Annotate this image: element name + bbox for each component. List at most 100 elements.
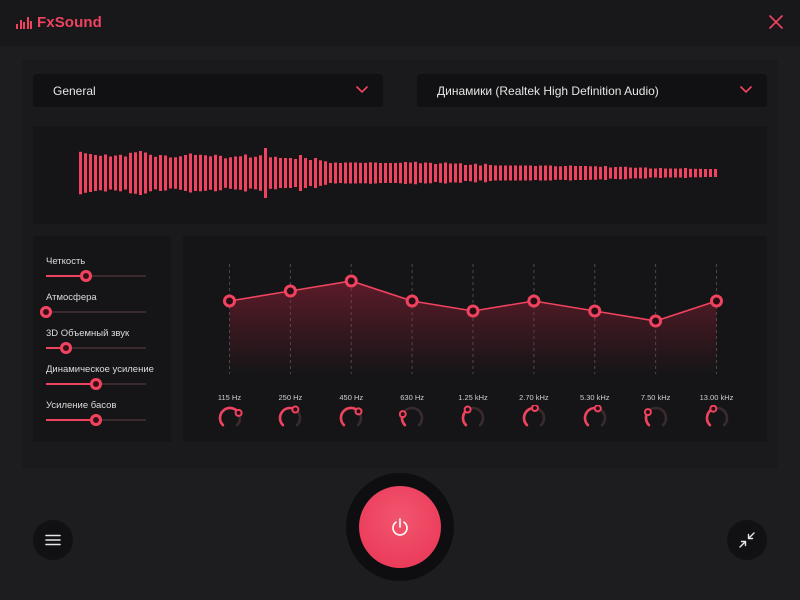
power-button[interactable] <box>359 486 441 568</box>
eq-band-handle[interactable] <box>527 294 541 308</box>
visualizer-bar <box>374 162 377 184</box>
eq-band-knob[interactable] <box>217 405 243 431</box>
visualizer-bar <box>419 163 422 183</box>
visualizer-bar <box>209 156 212 190</box>
close-icon <box>769 15 783 29</box>
ambience-slider[interactable] <box>40 306 146 318</box>
visualizer-bar <box>569 165 572 181</box>
eq-band-knob[interactable] <box>277 405 303 431</box>
bass-boost-slider[interactable] <box>46 414 146 426</box>
eq-band-knob[interactable] <box>704 404 730 431</box>
visualizer-bar <box>674 168 677 178</box>
visualizer-bar <box>514 165 517 181</box>
chevron-down-icon <box>356 86 368 93</box>
clarity-slider[interactable] <box>46 270 146 282</box>
visualizer-bar <box>534 166 537 180</box>
effect-bass-boost: Усиление басов <box>46 400 146 426</box>
visualizer-bar <box>104 154 107 192</box>
visualizer-bar <box>644 167 647 179</box>
slider-thumb[interactable] <box>60 342 72 354</box>
logo-bars-icon <box>16 16 32 29</box>
visualizer-bar <box>389 163 392 183</box>
eq-frequency-label: 450 Hz <box>339 393 364 402</box>
eq-band-handle[interactable] <box>710 294 723 308</box>
visualizer-bar <box>394 163 397 183</box>
visualizer-bar <box>669 168 672 178</box>
visualizer-bar <box>99 155 102 191</box>
visualizer-bar <box>549 165 552 181</box>
menu-button[interactable] <box>33 520 73 560</box>
collapse-arrows-icon <box>739 532 755 548</box>
visualizer-bar <box>334 162 337 184</box>
eq-band-handle[interactable] <box>649 314 663 328</box>
eq-frequency-label: 2.70 kHz <box>519 393 549 402</box>
visualizer-bar <box>149 154 152 192</box>
output-device-dropdown[interactable]: Динамики (Realtek High Definition Audio) <box>417 74 767 107</box>
effect-label: Динамическое усиление <box>46 364 154 375</box>
visualizer-bar <box>494 165 497 181</box>
eq-band-handle[interactable] <box>405 294 419 308</box>
title-bar: FxSound <box>0 0 800 46</box>
visualizer-bar <box>229 157 232 189</box>
visualizer-bar <box>369 162 372 184</box>
visualizer-bar <box>399 162 402 184</box>
visualizer-bar <box>89 154 92 192</box>
visualizer-bar <box>684 168 687 178</box>
eq-band-knob[interactable] <box>521 404 547 431</box>
visualizer-bar <box>204 155 207 191</box>
output-device-value: Динамики (Realtek High Definition Audio) <box>437 83 659 98</box>
visualizer-bar <box>289 158 292 188</box>
visualizer-bar <box>659 168 662 178</box>
visualizer-bar <box>559 166 562 180</box>
visualizer-bar <box>169 157 172 189</box>
visualizer-bar <box>219 155 222 191</box>
preset-dropdown[interactable]: General <box>33 74 383 107</box>
dynamic-boost-slider[interactable] <box>46 378 146 390</box>
visualizer-bar <box>599 166 602 180</box>
effect-clarity: Четкость <box>46 256 146 282</box>
visualizer-bar <box>359 162 362 184</box>
eq-band-handle[interactable] <box>344 274 358 288</box>
visualizer-bar <box>409 162 412 184</box>
slider-thumb[interactable] <box>90 414 102 426</box>
eq-frequency-label: 7.50 kHz <box>640 393 671 402</box>
slider-thumb[interactable] <box>80 270 92 282</box>
eq-curve-area <box>229 281 717 374</box>
visualizer-bar <box>489 165 492 181</box>
eq-frequency-label: 630 Hz <box>400 393 424 402</box>
eq-frequency-label: 250 Hz <box>278 393 303 402</box>
slider-thumb[interactable] <box>40 306 52 318</box>
visualizer-bar <box>519 165 522 181</box>
visualizer-bar <box>109 156 112 190</box>
surround-slider[interactable] <box>46 342 146 354</box>
visualizer-bar <box>444 162 447 184</box>
visualizer-bar <box>589 166 592 180</box>
close-button[interactable] <box>766 12 786 32</box>
effect-dynamic-boost: Динамическое усиление <box>46 364 154 390</box>
visualizer-bar <box>574 166 577 180</box>
eq-band-knob[interactable] <box>460 405 486 431</box>
visualizer-bar <box>704 169 707 177</box>
visualizer-bar <box>264 148 267 198</box>
eq-band-knob[interactable] <box>338 405 364 431</box>
effects-panel: Четкость Атмосфера 3D Объемный звук Дина… <box>33 236 171 442</box>
visualizer-bar <box>79 151 82 195</box>
visualizer-bar <box>254 156 257 190</box>
eq-band-handle[interactable] <box>466 304 480 318</box>
slider-thumb[interactable] <box>90 378 102 390</box>
eq-band-knob[interactable] <box>643 405 669 431</box>
equalizer-curve <box>223 264 723 374</box>
eq-band-handle[interactable] <box>283 284 297 298</box>
visualizer-bar <box>414 161 417 185</box>
eq-band-handle[interactable] <box>588 304 602 318</box>
eq-band-knob[interactable] <box>398 405 425 431</box>
minimize-view-button[interactable] <box>727 520 767 560</box>
visualizer-bar <box>624 166 627 180</box>
eq-band-knob[interactable] <box>582 404 608 431</box>
visualizer-bar <box>314 158 317 188</box>
visualizer-bar <box>504 165 507 181</box>
visualizer-bar <box>349 162 352 184</box>
preset-dropdown-value: General <box>53 83 96 98</box>
visualizer-bar <box>614 167 617 179</box>
eq-band-handle[interactable] <box>223 294 236 308</box>
